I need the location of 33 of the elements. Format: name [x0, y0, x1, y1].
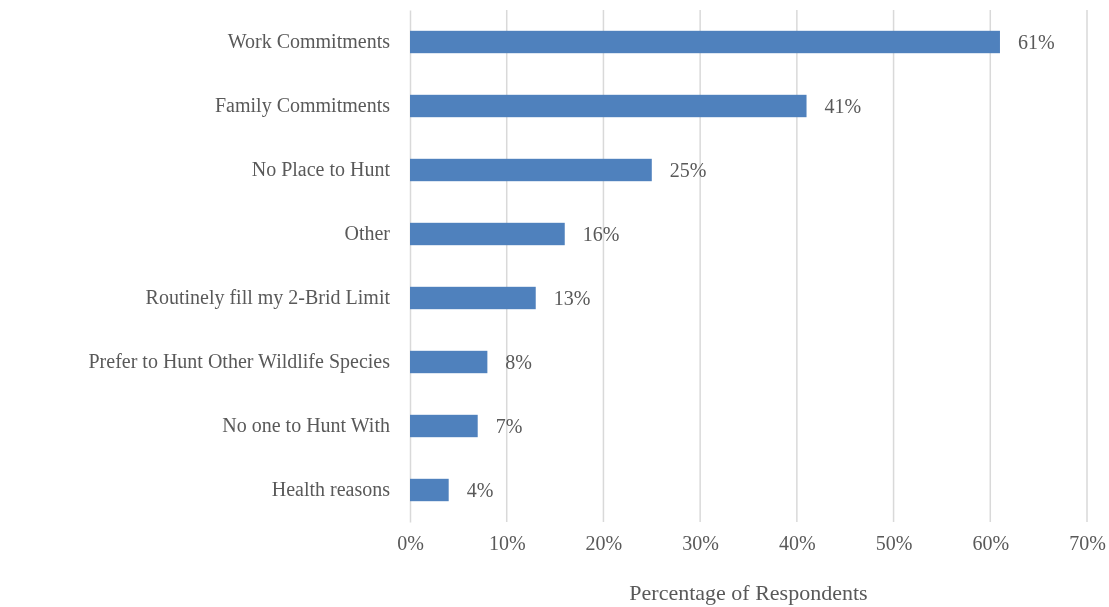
- y-tick-label: Work Commitments: [227, 30, 391, 53]
- data-label: 8%: [505, 351, 533, 373]
- bar: [410, 30, 1000, 54]
- bar: [410, 94, 807, 118]
- bar: [410, 478, 449, 502]
- data-label: 13%: [553, 287, 591, 309]
- x-tick-label: 60%: [972, 532, 1010, 555]
- bar: [410, 158, 652, 182]
- data-label: 16%: [582, 223, 620, 245]
- y-tick-label: Family Commitments: [214, 94, 391, 118]
- data-label: 61%: [1017, 31, 1055, 53]
- bar: [410, 222, 565, 246]
- x-tick-label: 50%: [875, 532, 913, 555]
- data-label: 7%: [495, 415, 523, 437]
- y-tick-label: No one to Hunt With: [222, 414, 390, 437]
- y-tick-label: Other: [344, 222, 391, 245]
- x-tick-label: 30%: [682, 532, 719, 555]
- bar: [410, 286, 536, 310]
- x-tick-label: 0%: [397, 532, 424, 555]
- x-axis-title: Percentage of Respondents: [629, 580, 868, 605]
- data-label: 25%: [669, 159, 707, 181]
- y-tick-label: Health reasons: [271, 478, 391, 501]
- bar: [410, 414, 478, 438]
- x-tick-label: 70%: [1069, 532, 1106, 555]
- x-tick-label: 20%: [585, 532, 623, 555]
- y-tick-label: Prefer to Hunt Other Wildlife Species: [88, 350, 391, 374]
- bar: [410, 350, 488, 374]
- y-tick-label: Routinely fill my 2-Brid Limit: [145, 286, 391, 310]
- x-tick-label: 10%: [488, 532, 526, 555]
- y-tick-label: No Place to Hunt: [251, 158, 391, 181]
- data-label: 41%: [824, 95, 862, 117]
- x-tick-label: 40%: [779, 532, 816, 555]
- data-label: 4%: [466, 479, 494, 501]
